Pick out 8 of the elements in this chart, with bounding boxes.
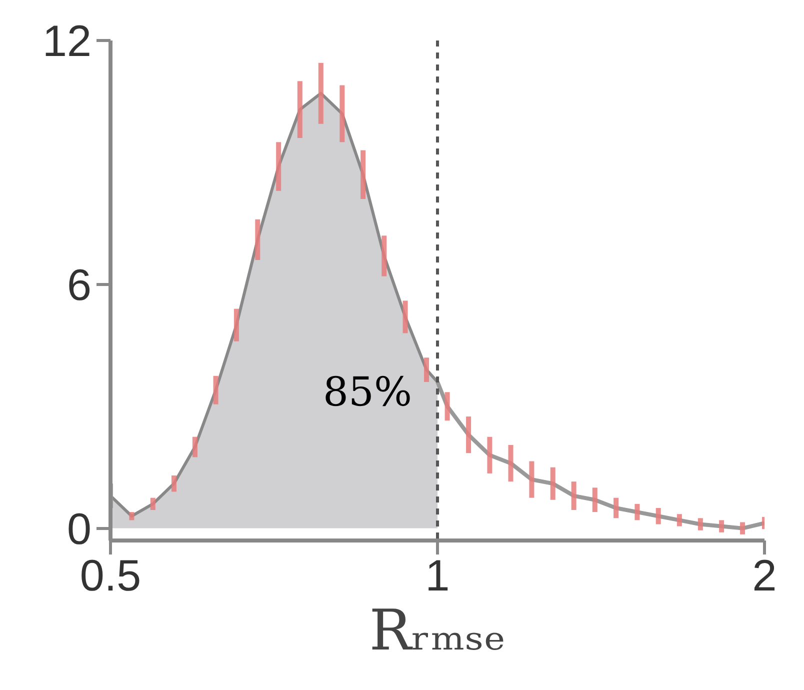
x-tick-label: 1 <box>425 552 450 600</box>
y-tick-label: 6 <box>67 260 92 310</box>
y-tick-label: 12 <box>42 17 92 66</box>
x-tick-label: 2 <box>752 552 777 600</box>
x-axis-title: Rᵣₘₛₑ <box>369 598 506 664</box>
x-tick-label: 0.5 <box>80 552 142 600</box>
y-tick-label: 0 <box>67 504 92 554</box>
annotation: 85% <box>323 370 412 416</box>
